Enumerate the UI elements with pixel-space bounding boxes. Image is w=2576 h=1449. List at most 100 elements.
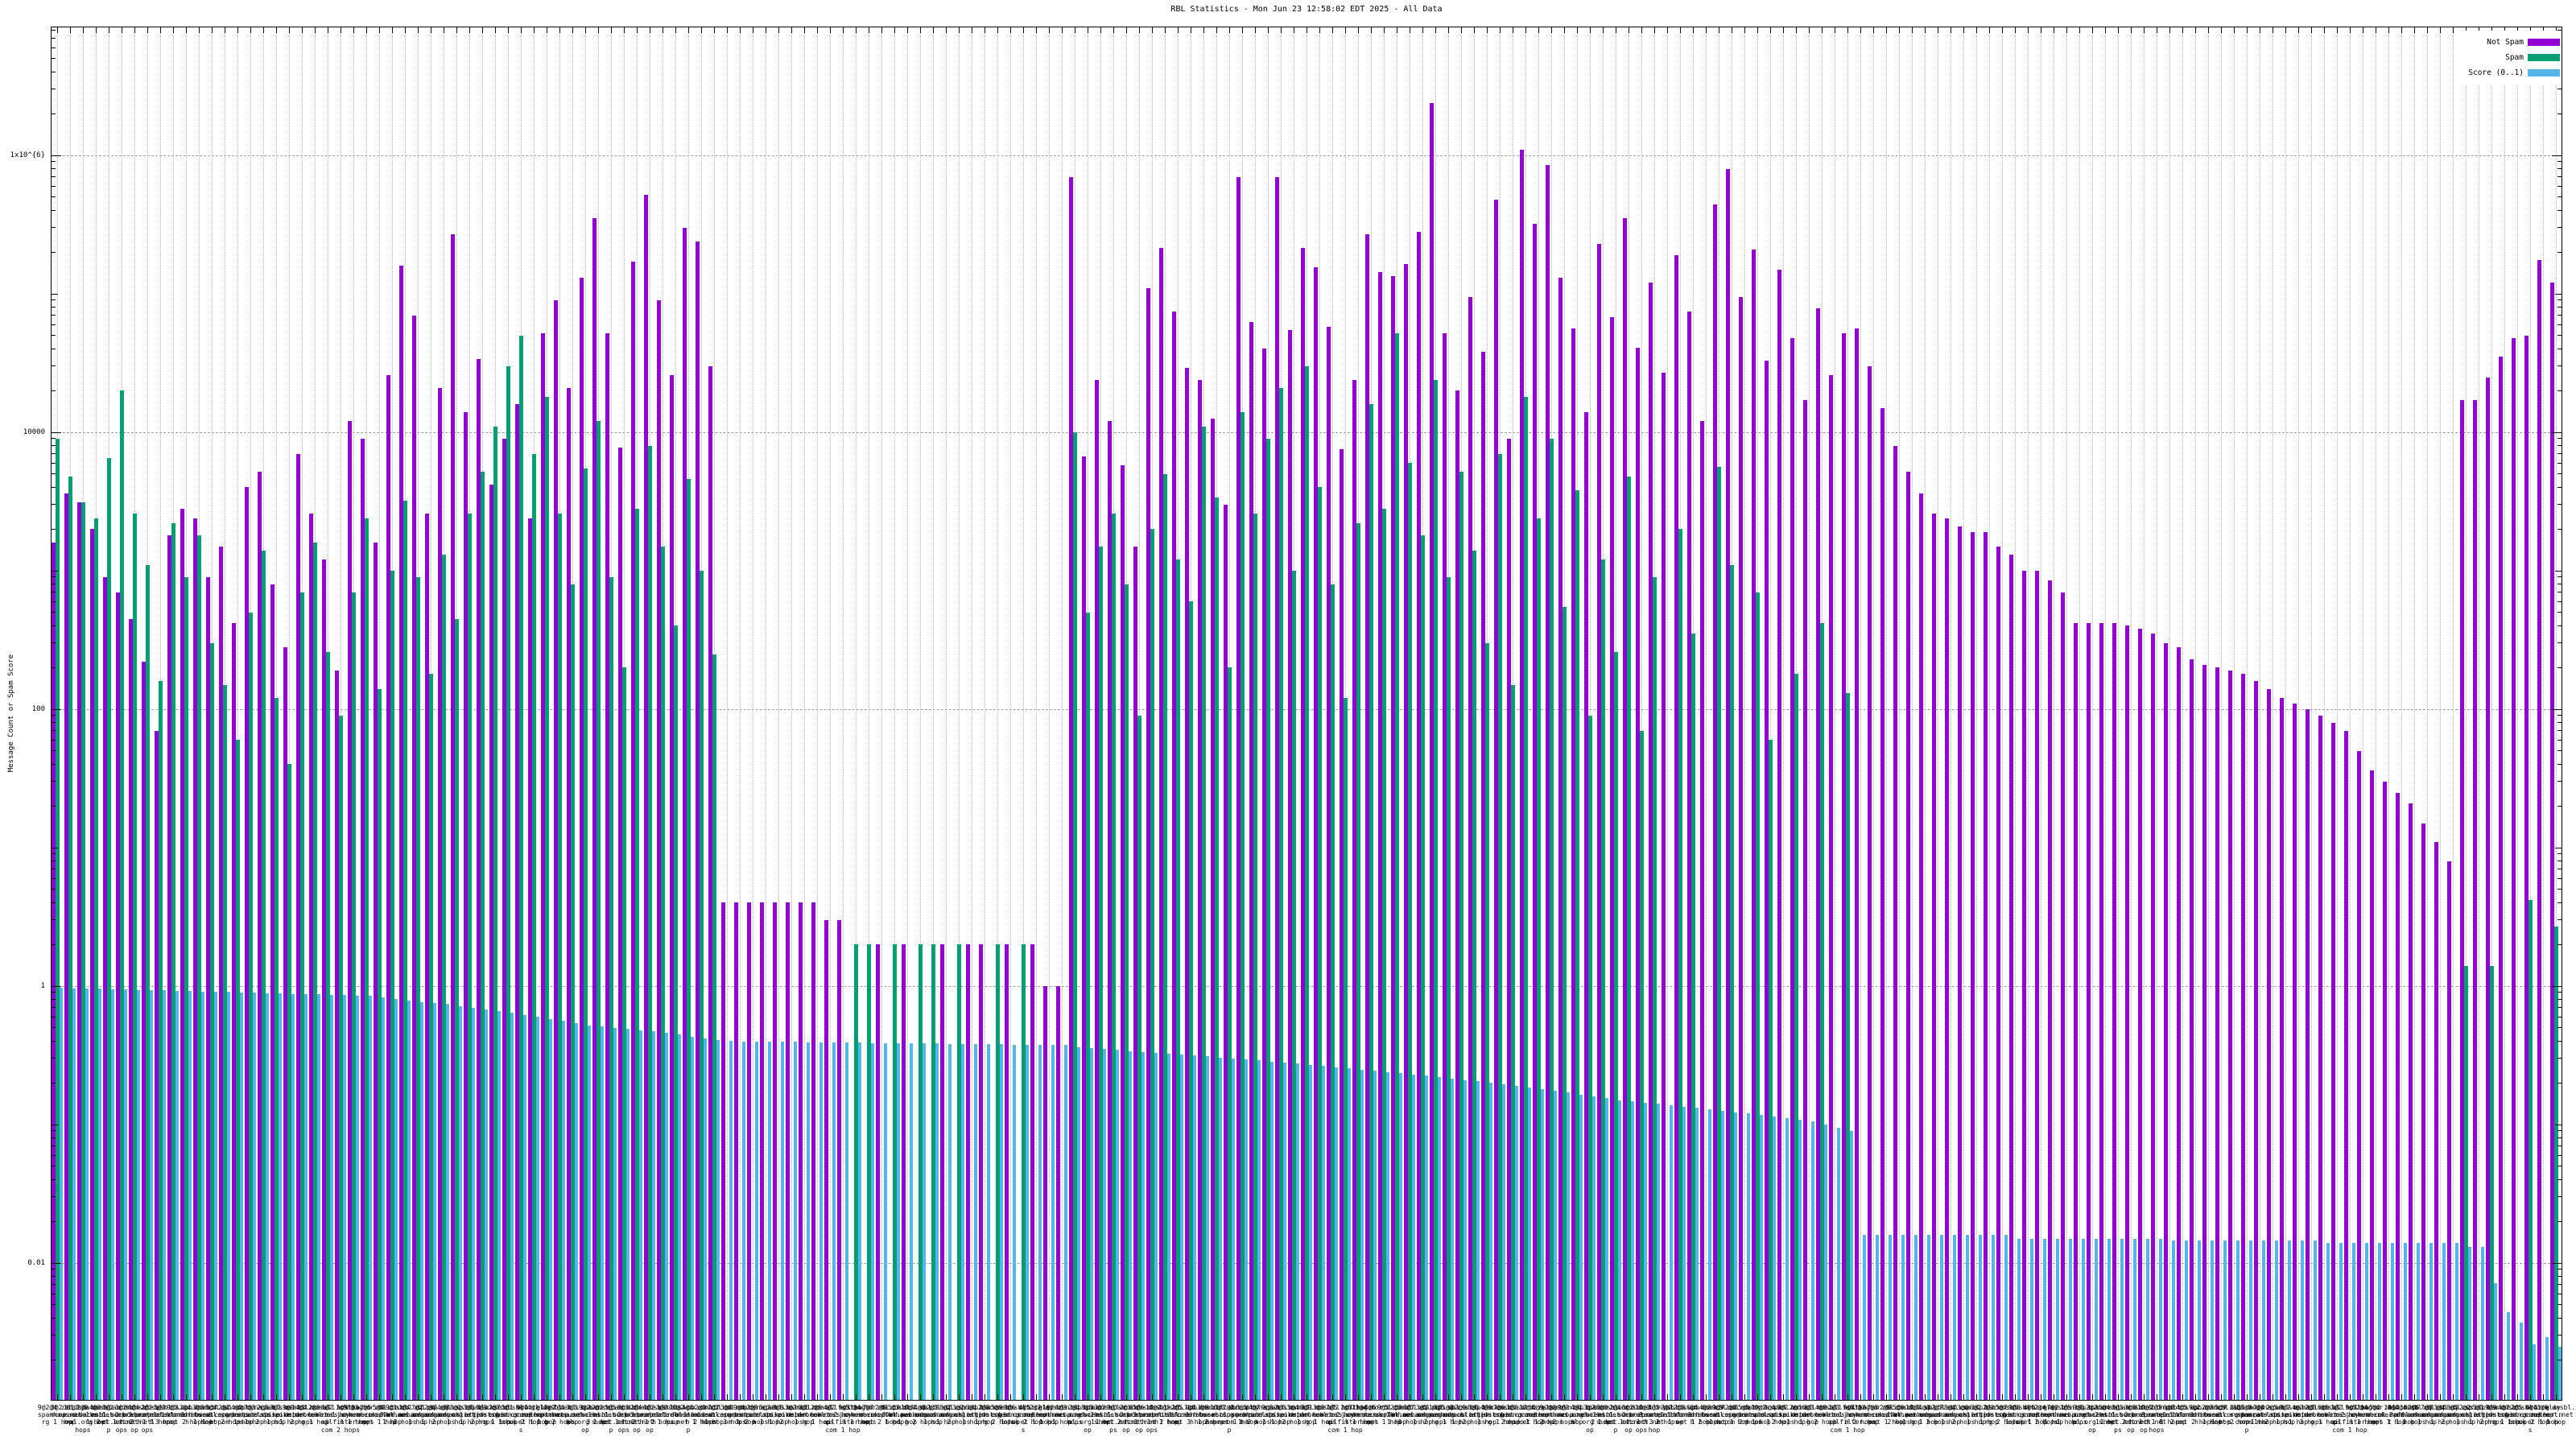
grid-vline [288,27,290,1401]
x-axis-tick [1576,27,1578,33]
x-axis-tick [687,1394,689,1401]
y-axis-tick [2557,528,2562,530]
legend-swatch-spam [2528,54,2560,61]
grid-vline [2117,27,2119,1401]
y-axis-tick [51,739,56,741]
bar-score [935,1043,939,1401]
bar-not-spam [1868,365,1872,1401]
y-axis-tick [2557,176,2562,178]
bar-score [2520,1323,2523,1401]
grid-vline [2310,27,2312,1401]
x-tick-label: 3@4 tor.dan.me.uk 3 hops [848,1404,889,1426]
grid-vline [2516,27,2518,1401]
x-axis-tick [1331,27,1333,33]
bar-score [1077,1047,1080,1401]
x-tick-label: 11@4 tor.dan.me.uk 2 hops [1351,1404,1391,1426]
bar-not-spam [1108,421,1112,1401]
x-axis-tick [2117,1394,2119,1401]
x-axis-tick [1705,27,1707,33]
bar-spam [867,944,871,1401]
x-tick-label: 5@9 dul.dnsbl.sorbs.net 2 hops [2214,1404,2254,1426]
bar-spam [1253,513,1257,1401]
y-axis-tick [51,196,56,198]
bar-spam [919,944,923,1401]
x-tick-label: 8@2 css.spamhaus.org 2 hops [939,1404,979,1426]
bar-not-spam [773,902,777,1401]
bar-score [1644,1102,1647,1401]
bar-score [446,1004,449,1401]
x-tick-label: 3@5 bl.spamcop.net 2 hops [2059,1404,2099,1426]
y-axis-tick [2552,155,2562,156]
bar-not-spam [2447,861,2451,1401]
x-tick-label: 4@8 pbl.spamhaus.org 1 hop [913,1404,953,1426]
bar-score [2043,1238,2046,1401]
bar-score [2211,1241,2214,1401]
bar-spam [712,654,716,1401]
y-axis-tick [2555,570,2562,572]
x-tick-label: 5@3 backscatter.org 2 hops [2471,1404,2512,1426]
x-axis-tick [365,27,367,33]
x-axis-tick [2504,27,2505,33]
bar-spam [1408,463,1412,1401]
x-axis-tick [456,27,457,33]
x-axis-tick [533,1394,535,1401]
y-axis-tick [2557,730,2562,732]
bar-score [832,1042,836,1401]
x-axis-tick [2001,1394,2003,1401]
x-axis-tick [1653,1394,1655,1401]
y-axis-tick [2557,1276,2562,1278]
y-axis-tick [51,889,56,890]
x-tick-label: 8@3 tor.dan.me.uk 3 hops [346,1404,386,1426]
bar-spam [1163,473,1167,1401]
y-axis-tick [2557,943,2562,945]
bar-score [1992,1234,1995,1401]
x-axis-tick [469,27,470,33]
bar-spam [2554,926,2558,1401]
bar-spam [1550,438,1554,1401]
x-axis-tick [2336,27,2338,33]
x-tick-label: 9@9 bl.nordspam.com 2 hops [282,1404,322,1426]
x-axis-tick [1808,27,1810,33]
x-axis-tick [2130,1394,2132,1401]
y-axis-tick [51,943,56,945]
x-tick-label: 2@6 xbl.spamhaus.org 1 hop [2407,1404,2447,1426]
x-tick-label: 7@3 rbl.interserver.net 1 hop [1866,1404,1906,1426]
bar-not-spam [708,365,712,1401]
bar-not-spam [1662,372,1666,1401]
x-tick-label: 3@2 bl.spamcop.net 1 hop [50,1404,90,1426]
x-axis-tick [2323,1394,2325,1401]
x-axis-tick [2066,1394,2067,1401]
bar-spam [1421,535,1425,1401]
bar-score [1489,1083,1492,1401]
bar-score [2533,1344,2536,1401]
x-axis-tick [1744,1394,1745,1401]
x-axis-tick [378,27,380,33]
x-axis-tick [2014,27,2016,33]
bar-score [1180,1055,1183,1401]
y-axis-tick [51,168,56,170]
bar-score [1528,1088,1531,1401]
x-tick-label: 6@5 all.s5h.net 2 hops [2317,1404,2357,1426]
bar-not-spam [605,332,609,1401]
y-axis-tick [2557,251,2562,253]
x-tick-label: 3@5 pbl.spamhaus.org 2 hops [1415,1404,1455,1426]
bar-not-spam [2318,715,2322,1401]
x-axis-tick [1602,1394,1604,1401]
x-axis-tick [2529,1394,2531,1401]
x-tick-label: 6@8 db.wpbl.info 1 hop [2162,1404,2202,1426]
grid-vline [2439,27,2441,1401]
x-tick-label: 2@8 dnsbl.dronebl.org 1 hop [2304,1404,2344,1426]
x-axis-tick [932,27,934,33]
bar-not-spam [1842,332,1846,1401]
x-axis-tick [1538,27,1539,33]
bar-score [2120,1238,2124,1401]
grid-vline [791,27,792,1401]
bar-not-spam [2241,674,2245,1401]
bar-score [1940,1234,1943,1401]
y-axis-tick [2557,739,2562,741]
bar-score [1219,1057,1222,1401]
x-axis-tick [2285,1394,2286,1401]
y-axis-tick [2552,1262,2562,1264]
x-axis-tick [584,1394,586,1401]
